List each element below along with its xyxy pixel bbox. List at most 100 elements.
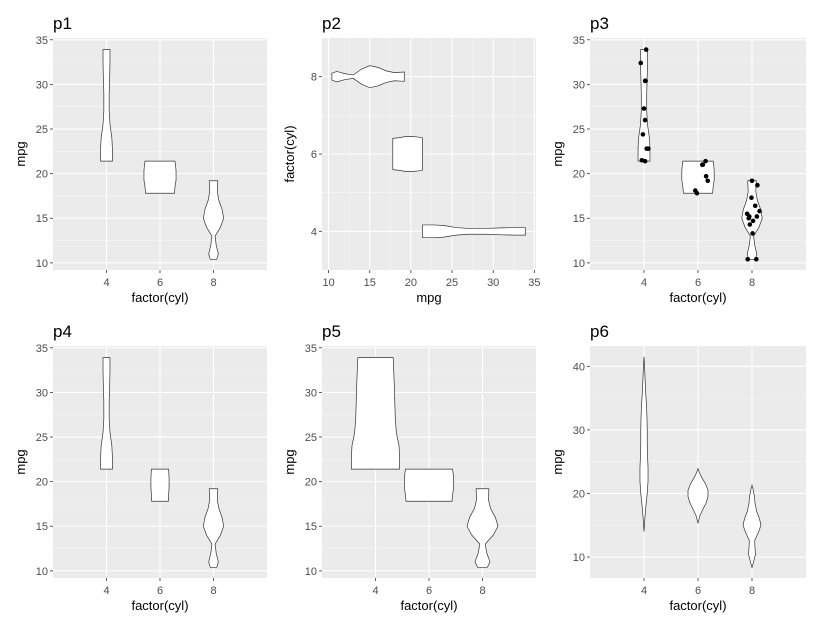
data-point	[641, 106, 647, 111]
x-axis-title: factor(cyl)	[400, 598, 457, 613]
violin-8	[466, 488, 499, 568]
data-point	[750, 231, 755, 236]
x-tick-label: 6	[695, 277, 701, 289]
y-axis-title: mpg	[550, 141, 565, 166]
x-axis-title: factor(cyl)	[669, 290, 726, 305]
y-tick-label: 15	[36, 213, 48, 225]
violin-8	[202, 488, 225, 568]
data-point	[752, 203, 758, 209]
data-point	[754, 256, 759, 262]
x-tick-label: 8	[210, 585, 216, 597]
violin-4	[351, 357, 400, 470]
panel-title: p4	[53, 322, 72, 341]
data-point	[745, 256, 750, 262]
data-point	[638, 60, 644, 66]
y-axis-title: mpg	[282, 449, 297, 474]
y-tick-label: 15	[573, 213, 585, 225]
panel-p1: 10 15 20 25 30 35 4 6 8 factor(cyl) mpg p1	[13, 14, 267, 305]
data-point	[703, 174, 709, 179]
y-tick-label: 15	[36, 521, 48, 533]
x-tick-label: 15	[364, 277, 376, 289]
y-tick-label: 35	[36, 35, 48, 47]
y-tick-label: 20	[305, 477, 317, 489]
violin-6	[681, 160, 715, 194]
y-tick-label: 25	[36, 124, 48, 136]
data-point	[755, 182, 760, 188]
data-point	[642, 158, 648, 164]
y-tick-label: 6	[311, 149, 317, 161]
y-tick-label: 30	[305, 387, 317, 399]
violin-6	[404, 468, 454, 502]
y-tick-label: 25	[36, 432, 48, 444]
violin-8	[202, 180, 225, 260]
y-tick-label: 25	[573, 124, 585, 136]
data-point	[757, 208, 762, 214]
y-tick-label: 25	[305, 432, 317, 444]
data-point	[700, 162, 706, 168]
x-tick-label: 20	[405, 277, 417, 289]
x-tick-label: 6	[157, 277, 163, 289]
y-axis-title: mpg	[13, 141, 28, 166]
y-axis-title: mpg	[550, 449, 565, 474]
y-axis-title: mpg	[13, 449, 28, 474]
x-tick-label: 35	[528, 277, 540, 289]
x-axis-title: factor(cyl)	[131, 598, 188, 613]
x-tick-label: 6	[695, 585, 701, 597]
violin-6	[392, 136, 423, 172]
data-point	[643, 78, 648, 84]
panel-p3: 10 15 20 25 30 35 4 6 8 factor(cyl) mpg p3	[550, 14, 806, 305]
data-point	[643, 47, 649, 52]
violin-8	[331, 65, 405, 89]
violin-4	[100, 49, 113, 162]
data-point	[703, 158, 708, 164]
data-point	[705, 178, 711, 184]
panel-title: p3	[590, 14, 609, 33]
x-axis-title: factor(cyl)	[131, 290, 188, 305]
y-tick-label: 4	[311, 226, 317, 238]
y-tick-label: 40	[573, 361, 585, 373]
x-tick-label: 6	[157, 585, 163, 597]
x-tick-label: 30	[487, 277, 499, 289]
x-tick-label: 25	[446, 277, 458, 289]
violin-6	[687, 467, 709, 524]
data-point	[749, 178, 755, 184]
y-tick-label: 15	[305, 521, 317, 533]
data-point	[694, 190, 700, 196]
x-axis-title: factor(cyl)	[669, 598, 726, 613]
panel-p6: 10 20 30 40 4 6 8 factor(cyl) mpg p6	[550, 322, 806, 613]
y-tick-label: 10	[573, 552, 585, 564]
data-point	[747, 222, 753, 227]
x-tick-label: 10	[322, 277, 334, 289]
panel-title: p5	[322, 322, 341, 341]
data-point	[754, 214, 760, 219]
violin-4	[639, 356, 649, 532]
panel-title: p1	[53, 14, 72, 33]
y-tick-label: 35	[573, 35, 585, 47]
x-tick-label: 4	[103, 277, 109, 289]
y-tick-label: 10	[305, 566, 317, 578]
panel-title: p2	[322, 14, 341, 33]
data-point	[646, 146, 651, 151]
y-axis-title: factor(cyl)	[282, 125, 297, 182]
violin-6	[143, 160, 177, 194]
x-tick-label: 6	[426, 585, 432, 597]
data-point	[642, 117, 648, 123]
y-tick-label: 30	[36, 387, 48, 399]
y-tick-label: 20	[573, 169, 585, 181]
y-tick-label: 35	[36, 343, 48, 355]
y-tick-label: 10	[573, 258, 585, 270]
x-tick-label: 8	[749, 585, 755, 597]
y-tick-label: 10	[36, 566, 48, 578]
y-tick-label: 20	[36, 169, 48, 181]
x-tick-label: 4	[103, 585, 109, 597]
data-point	[749, 195, 754, 201]
data-point	[746, 215, 752, 221]
violin-4	[422, 224, 526, 239]
x-tick-label: 8	[479, 585, 485, 597]
x-tick-label: 4	[372, 585, 378, 597]
y-tick-label: 35	[305, 343, 317, 355]
y-tick-label: 20	[36, 477, 48, 489]
violin-8	[742, 483, 762, 568]
x-axis-title: mpg	[416, 290, 441, 305]
